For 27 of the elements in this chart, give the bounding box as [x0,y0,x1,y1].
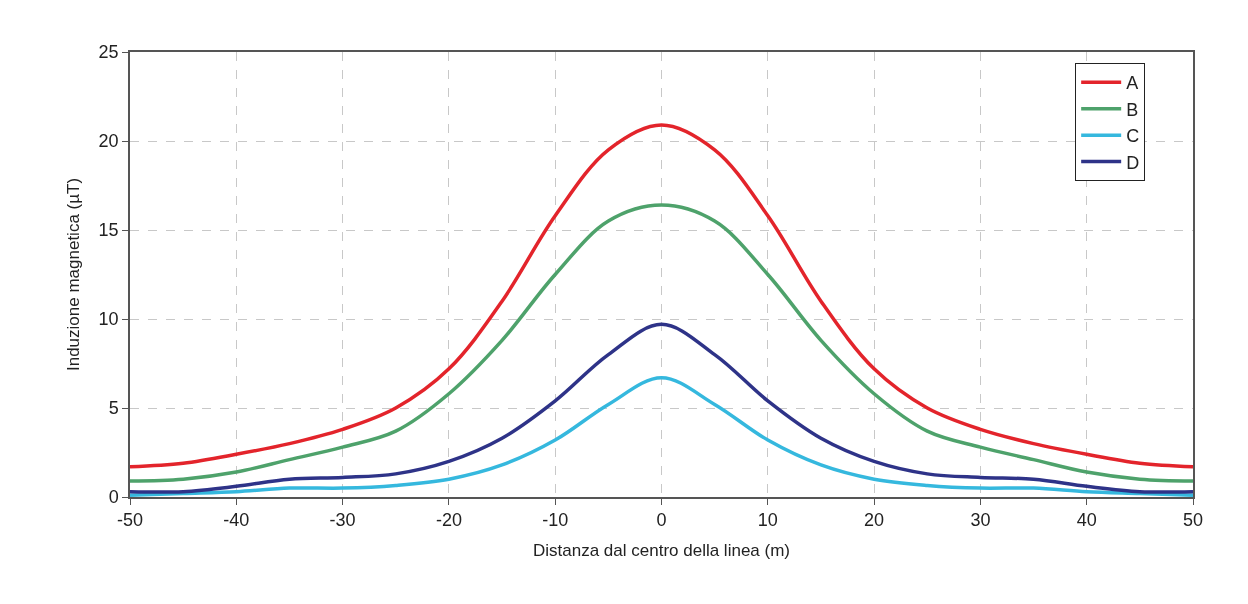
x-tick-label: 50 [1182,510,1204,531]
y-tick-label: 5 [108,398,119,419]
line-series [130,322,1193,494]
legend-label: D [1126,152,1140,173]
y-tick-label: 0 [108,487,119,508]
x-tick-label: 10 [757,510,778,531]
x-tick-label: 0 [656,510,667,531]
legend-label: A [1126,73,1139,94]
x-tick-label: -40 [223,510,250,531]
x-tick-label: -10 [542,510,569,531]
x-tick-label: -20 [435,510,462,531]
line-series [130,203,1193,483]
y-tick-label: 20 [98,131,119,152]
y-axis-title: Induzione magnetica (µT) [63,177,83,372]
legend-label: C [1126,126,1140,147]
y-tick-label: 15 [98,220,119,241]
x-tick-label: -50 [116,510,144,531]
legend-label: B [1126,99,1139,120]
x-tick-label: -30 [329,510,356,531]
line-series [130,375,1193,497]
y-tick-label: 25 [98,42,119,63]
x-tick-label: 30 [970,510,991,531]
x-tick-label: 20 [864,510,885,531]
x-tick-label: 40 [1076,510,1097,531]
x-axis-title: Distanza dal centro della linea (m) [532,541,791,561]
line-series [130,123,1193,469]
y-tick-label: 10 [98,309,119,330]
